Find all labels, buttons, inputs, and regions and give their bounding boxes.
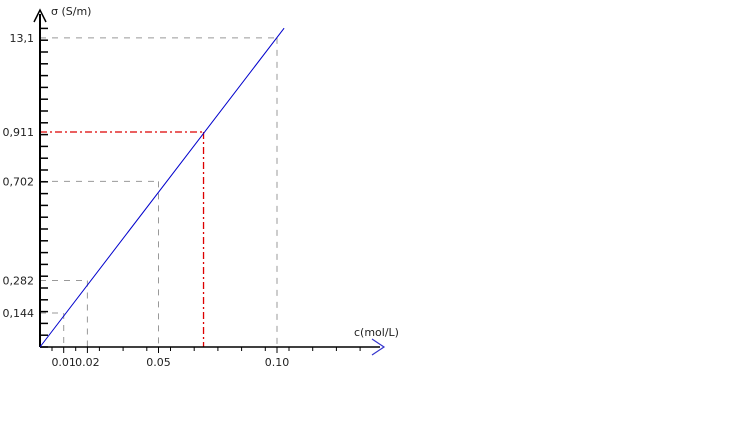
x-tick-label: 0.01	[51, 356, 76, 369]
x-axis-label: c(mol/L)	[354, 326, 399, 339]
x-tick-label: 0.05	[146, 356, 171, 369]
tick-labels: 0.01 0.02 0.05 0.10 0,144 0,282 0,702 0,911 13,1	[3, 32, 290, 369]
series-line-0	[39, 27, 285, 348]
axes	[33, 8, 386, 356]
y-tick-label: 0,911	[3, 126, 35, 139]
y-tick-label: 0,144	[3, 307, 35, 320]
y-axis-arrow	[33, 8, 47, 23]
series	[39, 27, 285, 348]
y-axis-label: σ (S/m)	[51, 5, 91, 18]
reference-lines	[40, 37, 278, 347]
x-tick-label: 0.10	[265, 356, 290, 369]
minor-ticks	[40, 27, 361, 351]
y-tick-label: 13,1	[10, 32, 35, 45]
x-tick-label: 0.02	[75, 356, 100, 369]
y-tick-label: 0,702	[3, 175, 35, 188]
y-tick-label: 0,282	[3, 274, 35, 287]
x-axis-arrow	[371, 338, 386, 356]
